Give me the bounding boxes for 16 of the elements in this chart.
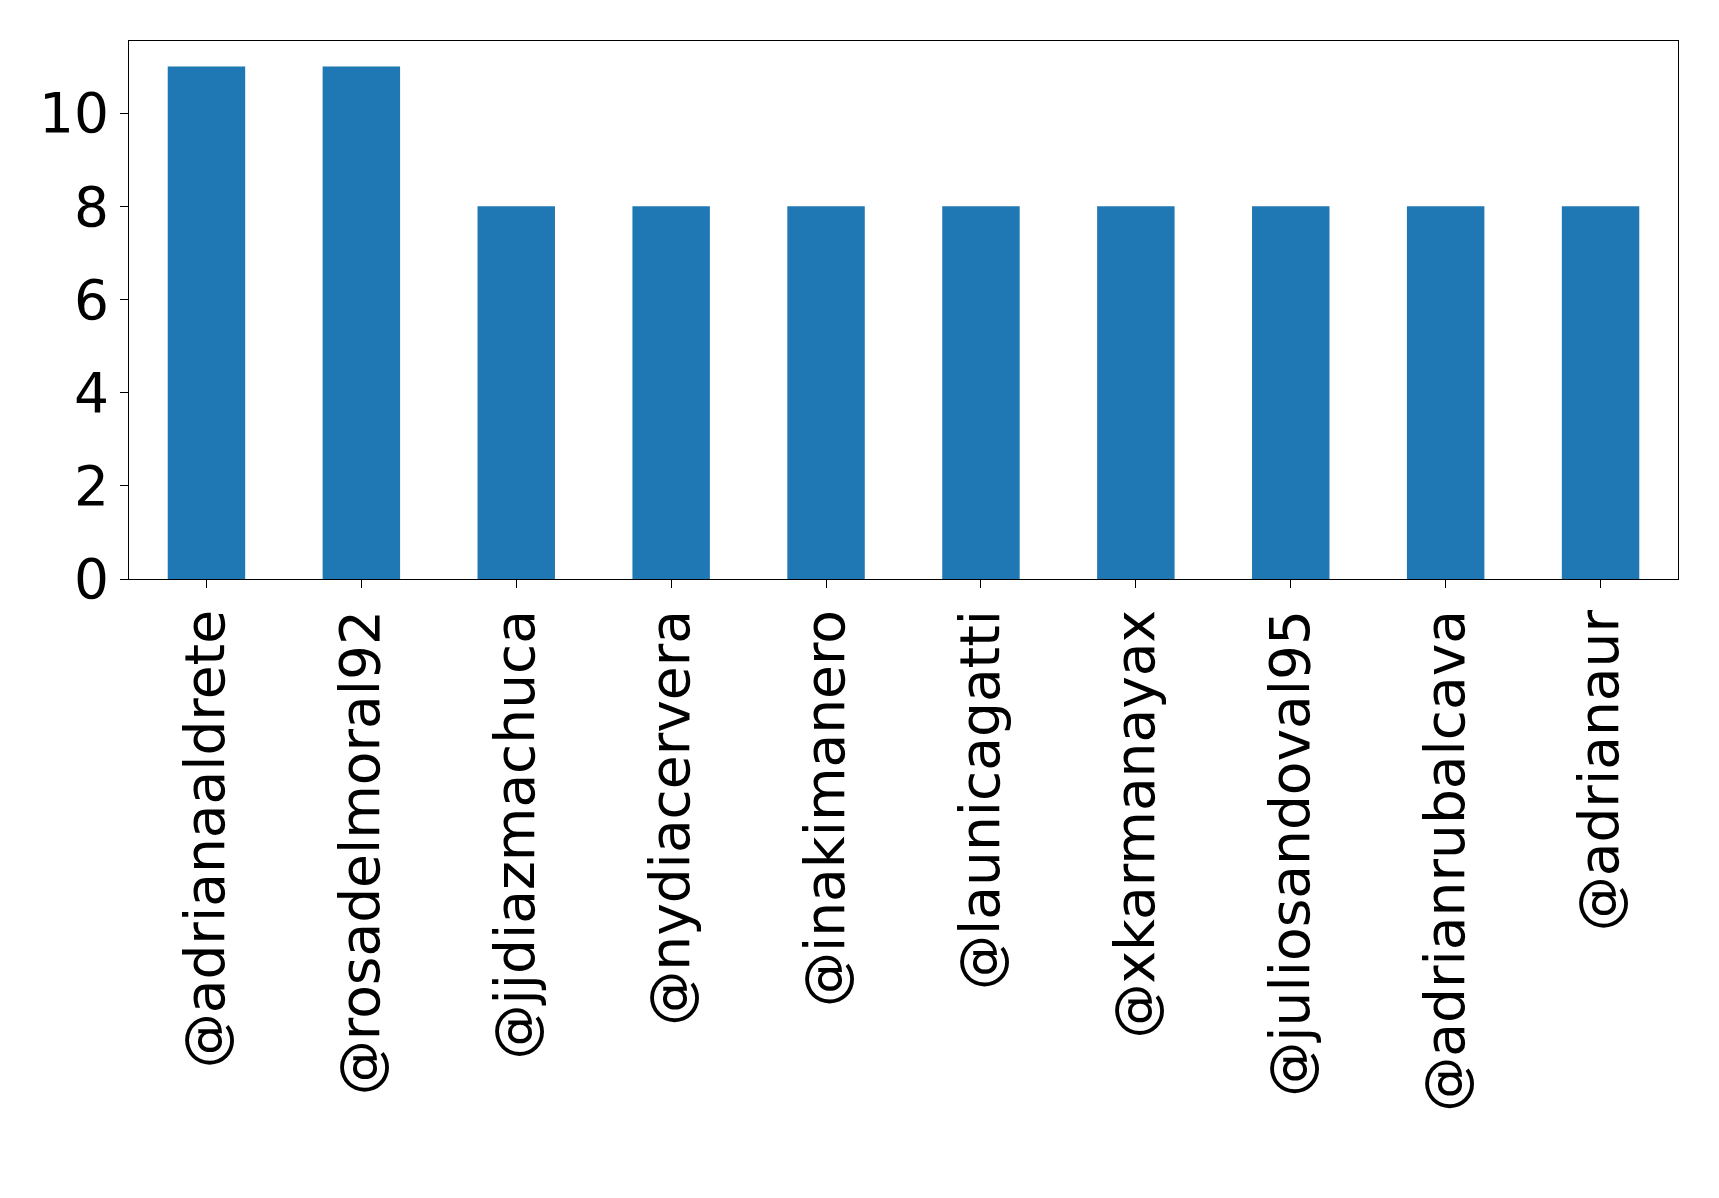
x-tick-label: @inakimanero bbox=[792, 610, 857, 1008]
x-tick-label: @rosadelmoral92 bbox=[328, 610, 393, 1096]
x-tick-label: @launicagatti bbox=[947, 610, 1012, 990]
x-tick-label: @adrianaaldrete bbox=[173, 610, 238, 1069]
y-tick-label: 10 bbox=[39, 81, 109, 146]
x-tick-label: @xkarmanayax bbox=[1102, 610, 1167, 1039]
x-tick-label: @adrianaur bbox=[1567, 609, 1632, 932]
x-tick-label: @juliosandoval95 bbox=[1257, 610, 1322, 1097]
y-tick-label: 0 bbox=[74, 547, 109, 612]
y-tick-label: 2 bbox=[74, 454, 109, 519]
y-tick-label: 4 bbox=[74, 360, 109, 425]
x-tick-label: @adrianrubalcava bbox=[1412, 610, 1477, 1112]
x-tick-label: @nydiacervera bbox=[638, 610, 703, 1026]
x-tick-label: @jjdiazmachuca bbox=[483, 610, 548, 1060]
y-tick-label: 8 bbox=[74, 174, 109, 239]
y-tick-label: 6 bbox=[74, 267, 109, 332]
